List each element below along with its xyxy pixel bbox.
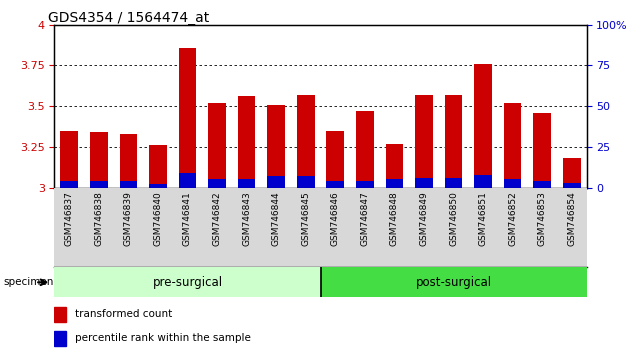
Text: GSM746852: GSM746852 [508, 192, 517, 246]
Bar [267, 176, 285, 188]
Bar [563, 183, 581, 188]
Bar [208, 179, 226, 188]
Bar [326, 181, 344, 188]
Bar [445, 95, 462, 188]
Text: percentile rank within the sample: percentile rank within the sample [75, 333, 251, 343]
Text: GSM746843: GSM746843 [242, 192, 251, 246]
Bar [356, 111, 374, 188]
Bar [326, 131, 344, 188]
Text: specimen: specimen [3, 277, 54, 287]
Bar [474, 64, 492, 188]
Bar [60, 131, 78, 188]
Bar [119, 181, 137, 188]
Bar [533, 181, 551, 188]
Bar [267, 104, 285, 188]
Text: GSM746838: GSM746838 [94, 192, 103, 246]
Text: GSM746845: GSM746845 [301, 192, 310, 246]
Text: GDS4354 / 1564474_at: GDS4354 / 1564474_at [48, 11, 210, 25]
Text: GSM746837: GSM746837 [65, 192, 74, 246]
Bar [238, 179, 256, 188]
Bar [149, 145, 167, 188]
Bar [533, 113, 551, 188]
Bar [60, 181, 78, 188]
Text: GSM746854: GSM746854 [567, 192, 576, 246]
Text: GSM746853: GSM746853 [538, 192, 547, 246]
Text: transformed count: transformed count [75, 309, 172, 319]
Text: GSM746841: GSM746841 [183, 192, 192, 246]
Bar [238, 96, 256, 188]
Bar [356, 181, 374, 188]
Bar [149, 184, 167, 188]
Bar [297, 95, 315, 188]
Bar [297, 176, 315, 188]
Bar [54, 331, 66, 346]
Bar [415, 95, 433, 188]
Text: pre-surgical: pre-surgical [153, 276, 222, 289]
Text: GSM746848: GSM746848 [390, 192, 399, 246]
Bar [179, 173, 196, 188]
Text: GSM746847: GSM746847 [360, 192, 369, 246]
Bar [474, 175, 492, 188]
Text: GSM746842: GSM746842 [213, 192, 222, 246]
Bar [208, 103, 226, 188]
Text: GSM746846: GSM746846 [331, 192, 340, 246]
Text: GSM746839: GSM746839 [124, 192, 133, 246]
Text: GSM746850: GSM746850 [449, 192, 458, 246]
Text: GSM746851: GSM746851 [479, 192, 488, 246]
Bar [504, 103, 522, 188]
Text: GSM746840: GSM746840 [153, 192, 162, 246]
Bar [54, 307, 66, 322]
Bar [90, 132, 108, 188]
Bar [179, 47, 196, 188]
Bar [90, 181, 108, 188]
Bar [385, 144, 403, 188]
Text: post-surgical: post-surgical [415, 276, 492, 289]
Bar [415, 178, 433, 188]
Bar [385, 179, 403, 188]
Text: GSM746844: GSM746844 [272, 192, 281, 246]
Bar [320, 267, 587, 297]
Bar [54, 267, 320, 297]
Bar [119, 134, 137, 188]
Bar [445, 178, 462, 188]
Bar [504, 179, 522, 188]
Text: GSM746849: GSM746849 [419, 192, 428, 246]
Bar [563, 158, 581, 188]
